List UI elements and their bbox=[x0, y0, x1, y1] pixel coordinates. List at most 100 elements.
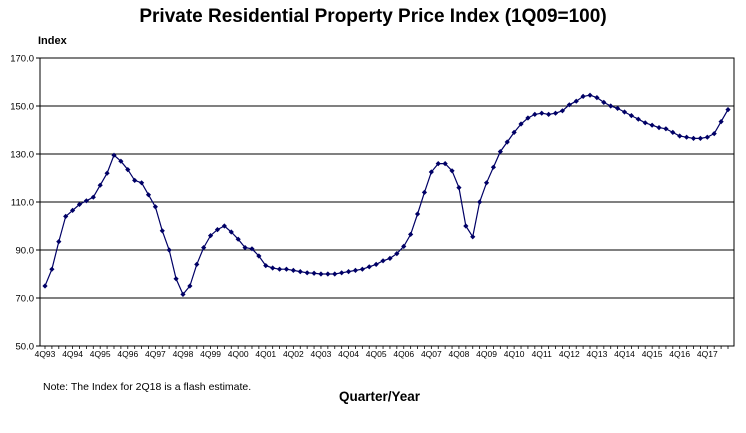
data-point bbox=[311, 270, 317, 276]
data-point bbox=[318, 271, 324, 277]
x-tick-label: 4Q06 bbox=[393, 349, 414, 359]
data-point bbox=[594, 95, 600, 101]
data-point bbox=[283, 266, 290, 272]
x-tick-label: 4Q09 bbox=[476, 349, 497, 359]
data-point bbox=[539, 110, 545, 116]
grid-lines bbox=[40, 57, 734, 347]
data-point bbox=[421, 189, 428, 195]
x-tick-label: 4Q93 bbox=[35, 349, 56, 359]
x-tick-label: 4Q08 bbox=[449, 349, 470, 359]
data-point bbox=[532, 111, 538, 117]
data-point bbox=[118, 158, 124, 164]
data-point bbox=[456, 185, 462, 191]
data-point bbox=[56, 239, 62, 245]
x-tick-label: 4Q96 bbox=[117, 349, 138, 359]
data-point bbox=[352, 267, 359, 273]
x-tick-label: 4Q10 bbox=[504, 349, 525, 359]
y-axis-title: Index bbox=[38, 35, 67, 47]
y-tick-label: 110.0 bbox=[11, 198, 34, 209]
data-point bbox=[511, 129, 517, 135]
data-point bbox=[159, 228, 165, 234]
data-point bbox=[180, 291, 186, 297]
data-point bbox=[83, 198, 89, 204]
data-points bbox=[42, 92, 731, 297]
data-point bbox=[656, 125, 662, 131]
data-point bbox=[63, 213, 69, 219]
x-tick-label: 4Q11 bbox=[532, 349, 552, 359]
data-point bbox=[152, 204, 158, 210]
data-point bbox=[690, 135, 697, 141]
data-point bbox=[207, 233, 214, 239]
data-point bbox=[477, 199, 483, 205]
x-tick-label: 4Q05 bbox=[366, 349, 387, 359]
x-tick-label: 4Q00 bbox=[228, 349, 249, 359]
data-point bbox=[187, 283, 193, 289]
y-tick-label: 130.0 bbox=[10, 150, 34, 161]
data-point bbox=[214, 227, 221, 233]
data-point bbox=[111, 152, 117, 158]
data-point bbox=[718, 119, 724, 125]
plot-frame bbox=[39, 57, 735, 347]
data-point bbox=[297, 269, 303, 275]
data-point bbox=[428, 169, 434, 175]
data-point bbox=[442, 161, 448, 167]
data-point bbox=[104, 170, 110, 176]
x-tick-label: 4Q95 bbox=[90, 349, 111, 359]
data-point bbox=[125, 167, 131, 173]
data-point bbox=[359, 266, 365, 272]
data-point bbox=[621, 109, 628, 115]
data-point bbox=[670, 129, 676, 135]
data-point bbox=[221, 223, 227, 229]
y-tick-label: 70.0 bbox=[16, 294, 35, 305]
data-point bbox=[394, 251, 400, 257]
data-point bbox=[373, 261, 379, 267]
data-point bbox=[580, 93, 586, 99]
data-point bbox=[256, 253, 262, 259]
data-point bbox=[145, 192, 152, 198]
data-point bbox=[380, 258, 386, 264]
data-point bbox=[552, 110, 559, 116]
data-point bbox=[242, 245, 248, 251]
data-point bbox=[49, 266, 55, 272]
footnote: Note: The Index for 2Q18 is a flash esti… bbox=[43, 381, 252, 393]
x-tick-labels: 4Q93 4Q94 4Q95 4Q96 4Q97 4Q98 4Q99 4Q00 4Q01 4Q02… bbox=[35, 349, 718, 359]
data-point bbox=[270, 265, 276, 271]
x-tick-label: 4Q16 bbox=[669, 349, 690, 359]
y-tick-labels: 50.0 70.0 90.0 110.0 130.0 150.0 170.0 bbox=[10, 54, 34, 353]
data-point bbox=[711, 131, 717, 137]
data-point bbox=[546, 111, 552, 117]
data-point bbox=[649, 122, 655, 128]
data-point bbox=[504, 139, 510, 145]
x-tick-label: 4Q97 bbox=[145, 349, 166, 359]
data-point bbox=[97, 182, 103, 188]
data-point bbox=[601, 99, 607, 105]
x-tick-label: 4Q07 bbox=[421, 349, 442, 359]
data-point bbox=[194, 261, 200, 267]
data-point bbox=[615, 105, 621, 111]
data-point bbox=[587, 92, 593, 98]
data-point bbox=[173, 276, 179, 282]
data-point bbox=[42, 283, 48, 289]
data-point bbox=[697, 135, 704, 141]
data-point bbox=[138, 180, 145, 186]
data-point bbox=[449, 168, 455, 174]
x-tick-label: 4Q04 bbox=[338, 349, 359, 359]
data-point bbox=[325, 271, 331, 277]
data-point bbox=[332, 271, 338, 277]
x-tick-label: 4Q13 bbox=[587, 349, 608, 359]
series-line bbox=[44, 94, 729, 296]
data-point bbox=[497, 149, 503, 155]
data-point bbox=[290, 267, 296, 273]
data-point bbox=[401, 243, 407, 249]
data-point bbox=[345, 269, 352, 275]
data-point bbox=[470, 234, 476, 240]
x-tick-label: 4Q99 bbox=[200, 349, 221, 359]
data-point bbox=[677, 133, 683, 139]
data-point bbox=[69, 207, 76, 213]
data-point bbox=[366, 264, 372, 270]
data-point bbox=[90, 194, 96, 200]
data-point bbox=[573, 98, 579, 104]
y-tick-label: 90.0 bbox=[16, 246, 35, 257]
data-point bbox=[435, 161, 441, 167]
